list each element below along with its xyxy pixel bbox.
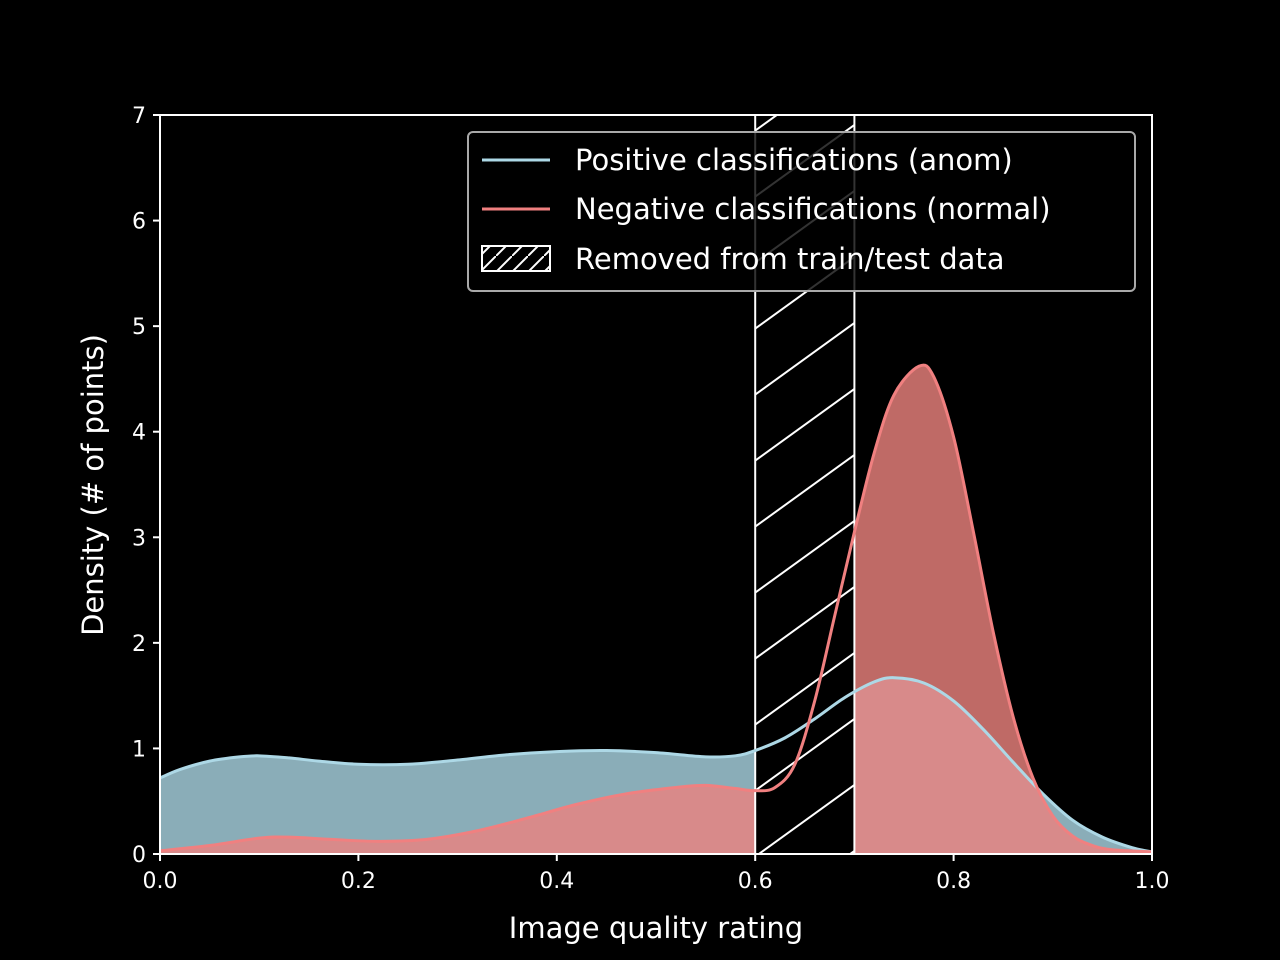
legend: Positive classifications (anom) Negative… [467,131,1136,292]
y-axis-label: Density (# of points) [76,334,110,636]
y-tick-label: 5 [132,315,146,340]
axes-frame [159,114,1153,855]
legend-label-negative: Negative classifications (normal) [575,192,1051,226]
x-tick-label: 0.2 [341,869,376,894]
legend-label-removed: Removed from train/test data [575,242,1005,276]
x-tick-label: 1.0 [1135,869,1170,894]
y-tick-label: 0 [132,843,146,868]
x-tick-label: 0.4 [539,869,574,894]
x-axis-ticks: 0.0 0.2 0.4 0.6 0.8 1.0 [143,854,1170,894]
y-tick-label: 4 [132,421,146,446]
y-tick-label: 7 [132,104,146,129]
negative-series-line [160,363,1152,854]
y-tick-label: 2 [132,632,146,657]
overlap-fill [160,677,1152,854]
positive-series-line [160,676,1152,854]
x-tick-label: 0.0 [143,869,178,894]
x-tick-label: 0.8 [936,869,971,894]
plot-area [160,115,1152,854]
y-axis-ticks: 0 1 2 3 4 5 6 7 [132,104,160,868]
x-axis-label: Image quality rating [509,911,803,945]
y-tick-label: 6 [132,210,146,235]
legend-box [467,131,1136,292]
y-tick-label: 3 [132,526,146,551]
y-tick-label: 1 [132,737,146,762]
legend-label-positive: Positive classifications (anom) [575,143,1013,177]
x-tick-label: 0.6 [738,869,773,894]
legend-swatch-removed [481,245,551,272]
